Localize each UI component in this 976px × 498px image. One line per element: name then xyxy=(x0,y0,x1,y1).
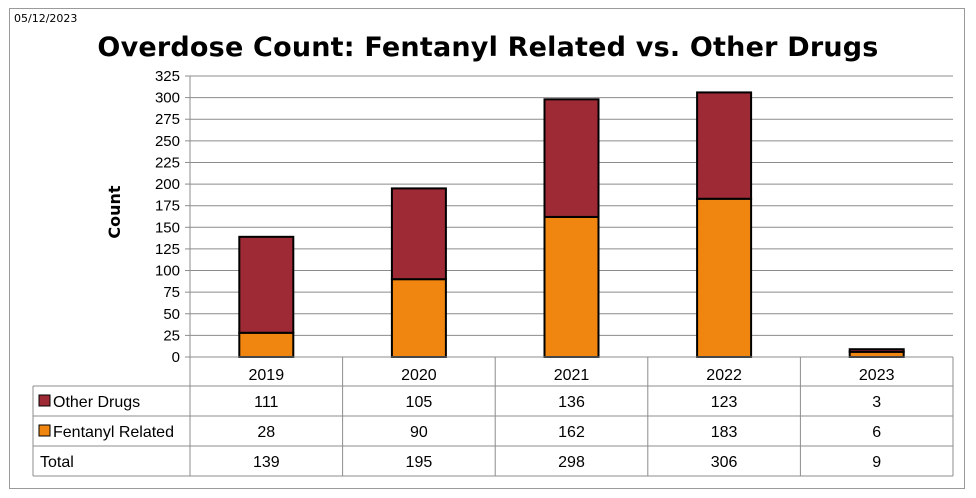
y-tick-label: 125 xyxy=(155,241,180,258)
y-axis-label: Count xyxy=(105,185,124,239)
table-cell: 6 xyxy=(872,424,881,441)
table-cell: 298 xyxy=(558,454,585,471)
y-tick-label: 300 xyxy=(155,90,180,107)
bar-fentanyl-related-2022 xyxy=(696,197,753,358)
table-cell: 136 xyxy=(558,394,585,411)
table-cell: 162 xyxy=(558,424,585,441)
table-cell: 28 xyxy=(257,424,275,441)
date-stamp: 05/12/2023 xyxy=(14,12,78,25)
y-tick-label: 25 xyxy=(163,327,180,344)
bar-other-drugs-2022 xyxy=(696,91,753,200)
table-cell: 90 xyxy=(410,424,428,441)
chart-title: Overdose Count: Fentanyl Related vs. Oth… xyxy=(97,32,879,63)
table-cell: 3 xyxy=(872,394,881,411)
y-tick-label: 200 xyxy=(155,176,180,193)
table-cell: 105 xyxy=(406,394,433,411)
legend-swatch xyxy=(38,424,51,437)
table-cell: 9 xyxy=(872,454,881,471)
legend-swatch xyxy=(38,394,51,407)
y-tick-label: 150 xyxy=(155,219,180,236)
bar-other-drugs-2023 xyxy=(848,348,905,353)
table-cell: 306 xyxy=(711,454,738,471)
bar-fentanyl-related-2019 xyxy=(238,331,295,359)
bar-fentanyl-related-2020 xyxy=(390,278,447,358)
table-row-label: Total xyxy=(40,454,74,471)
table-cell: 195 xyxy=(406,454,433,471)
table-row-label: Other Drugs xyxy=(53,394,140,411)
y-tick-label: 50 xyxy=(163,306,180,323)
table-cell: 111 xyxy=(254,394,278,411)
y-tick-label: 0 xyxy=(172,349,180,366)
x-tick-label: 2023 xyxy=(859,367,895,384)
x-tick-label: 2020 xyxy=(401,367,437,384)
x-tick-label: 2021 xyxy=(554,367,590,384)
y-tick-label: 175 xyxy=(155,198,180,215)
bar-fentanyl-related-2021 xyxy=(543,215,600,358)
table-row-label: Fentanyl Related xyxy=(53,424,174,441)
y-tick-label: 250 xyxy=(155,133,180,150)
table-cell: 139 xyxy=(253,454,280,471)
chart-frame xyxy=(9,8,965,489)
table-cell: 183 xyxy=(711,424,738,441)
y-tick-label: 225 xyxy=(155,154,180,171)
bar-other-drugs-2019 xyxy=(238,235,295,334)
table-cell: 123 xyxy=(711,394,738,411)
y-tick-label: 275 xyxy=(155,111,180,128)
y-tick-label: 325 xyxy=(155,68,180,85)
y-tick-label: 100 xyxy=(155,263,180,280)
y-tick-label: 75 xyxy=(163,284,180,301)
bar-other-drugs-2020 xyxy=(390,187,447,281)
x-tick-label: 2022 xyxy=(706,367,742,384)
bar-other-drugs-2021 xyxy=(543,98,600,218)
x-tick-label: 2019 xyxy=(249,367,285,384)
